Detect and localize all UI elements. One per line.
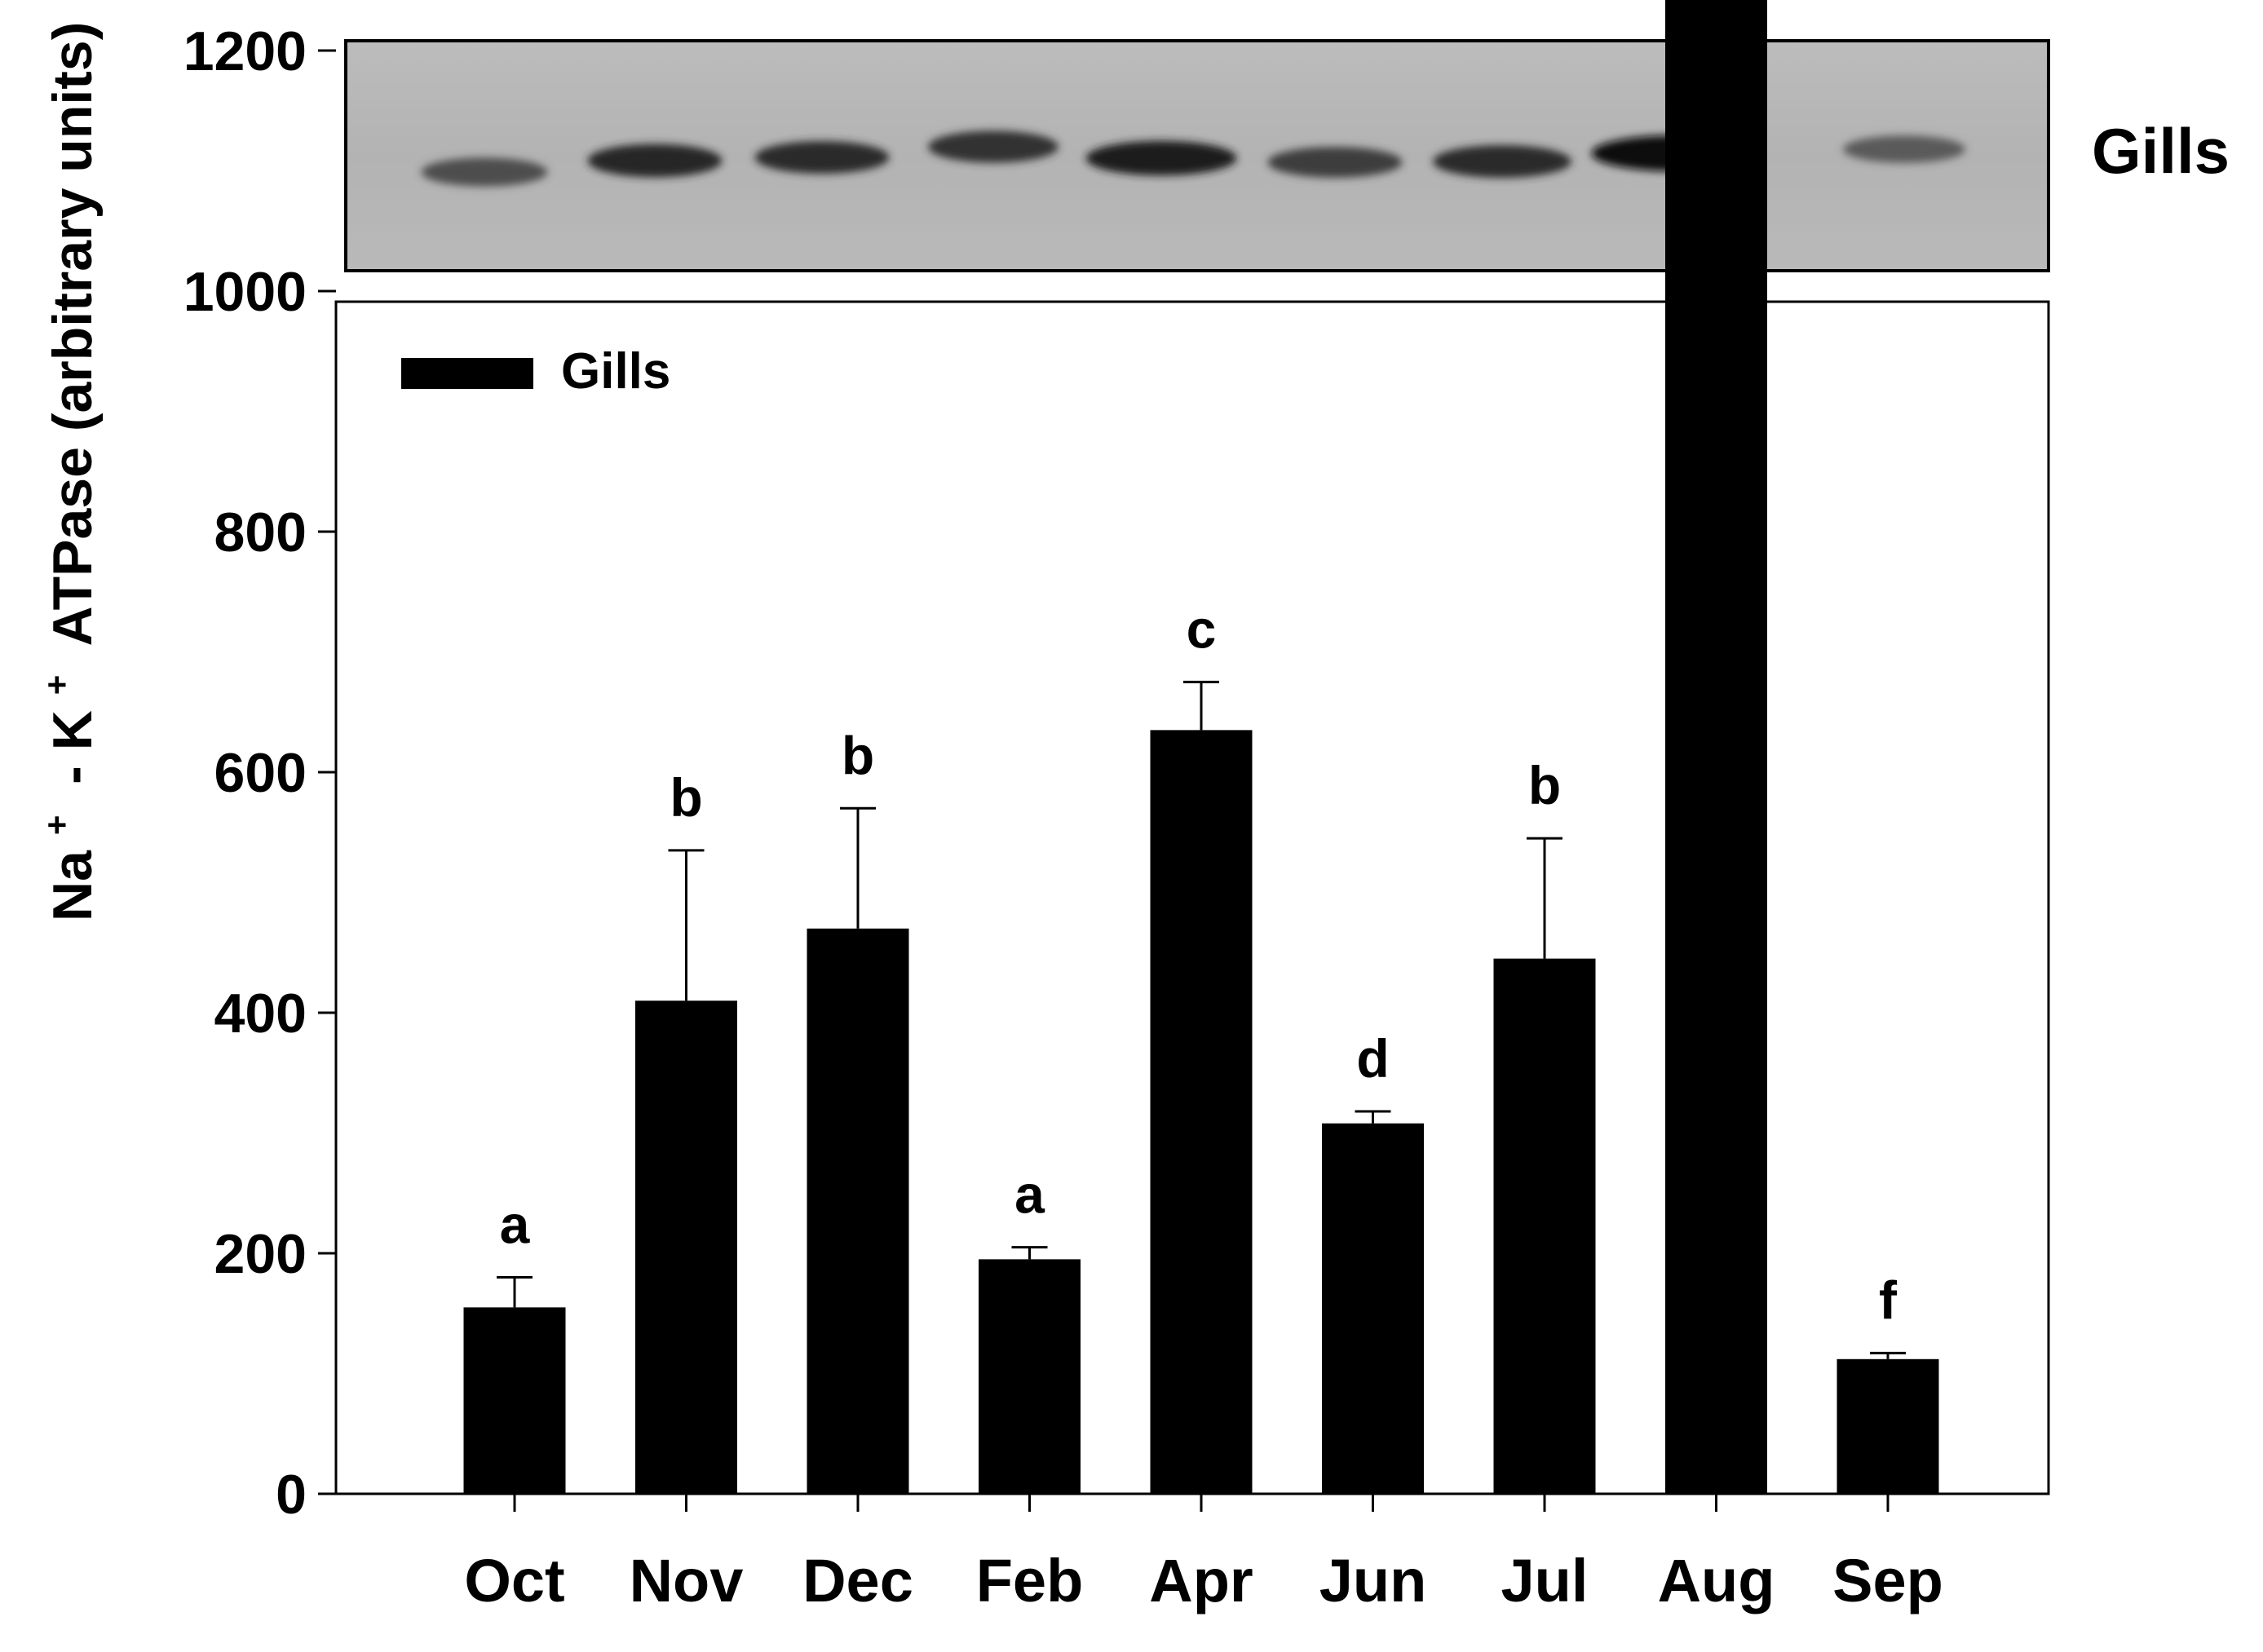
significance-label: a [1014, 1164, 1045, 1225]
bar [635, 1000, 737, 1494]
bar [1150, 730, 1253, 1494]
y-tick-label: 600 [214, 742, 307, 804]
legend-swatch [401, 358, 533, 389]
significance-label: d [1356, 1028, 1389, 1089]
x-tick-label: Jun [1319, 1547, 1427, 1614]
western-blot-panel [344, 39, 2050, 272]
significance-label: b [670, 767, 702, 828]
significance-label: a [500, 1195, 531, 1255]
y-tick-label: 0 [276, 1464, 307, 1526]
y-tick-label: 1200 [183, 20, 307, 82]
x-tick-label: Dec [802, 1547, 913, 1614]
x-tick-label: Nov [630, 1547, 744, 1614]
x-tick-label: Oct [464, 1547, 564, 1614]
y-tick-label: 200 [214, 1223, 307, 1285]
bar [1493, 958, 1596, 1494]
blot-label: Gills [2092, 115, 2230, 187]
bar [1322, 1123, 1424, 1494]
bar [979, 1259, 1081, 1494]
x-tick-label: Feb [976, 1547, 1084, 1614]
blot-band [421, 157, 548, 187]
blot-band [1843, 135, 1965, 163]
significance-label: b [1528, 755, 1561, 815]
x-tick-label: Apr [1149, 1547, 1253, 1614]
legend-label: Gills [561, 343, 670, 400]
x-axis: Oct Nov Dec Feb Apr Jun Jul Aug Sep [464, 1494, 1943, 1614]
x-tick-label: Sep [1832, 1547, 1943, 1614]
y-axis: 020040060080010001200140016001800 [183, 20, 336, 1526]
bar [1836, 1358, 1939, 1494]
y-axis-title-sup1: + [38, 815, 76, 836]
bar-series: abbacdbef [463, 0, 1939, 1494]
x-tick-label: Aug [1658, 1547, 1775, 1614]
blot-band [1433, 145, 1571, 178]
y-axis-title-na: Na [42, 850, 104, 921]
bar [807, 928, 909, 1494]
blot-band [754, 141, 890, 174]
blot-band [587, 144, 723, 178]
bar [1665, 0, 1767, 1494]
legend: Gills [401, 343, 670, 400]
y-axis-title-rest: ATPase (arbitrary units) [42, 22, 104, 660]
y-axis-title-k: - K [42, 710, 104, 800]
y-axis-title: Na + - K + ATPase (arbitrary units) [19, 22, 104, 921]
significance-label: c [1187, 599, 1217, 659]
bar [463, 1307, 566, 1494]
x-tick-label: Jul [1501, 1547, 1589, 1614]
y-tick-label: 1000 [183, 261, 307, 323]
y-axis-title-sup2: + [38, 675, 76, 696]
blot-band [1085, 140, 1237, 176]
blot-band [928, 130, 1059, 163]
significance-label: b [842, 725, 874, 785]
blot-band [1267, 147, 1403, 178]
y-tick-label: 800 [214, 501, 307, 563]
y-tick-label: 400 [214, 983, 307, 1045]
significance-label: f [1879, 1270, 1898, 1330]
